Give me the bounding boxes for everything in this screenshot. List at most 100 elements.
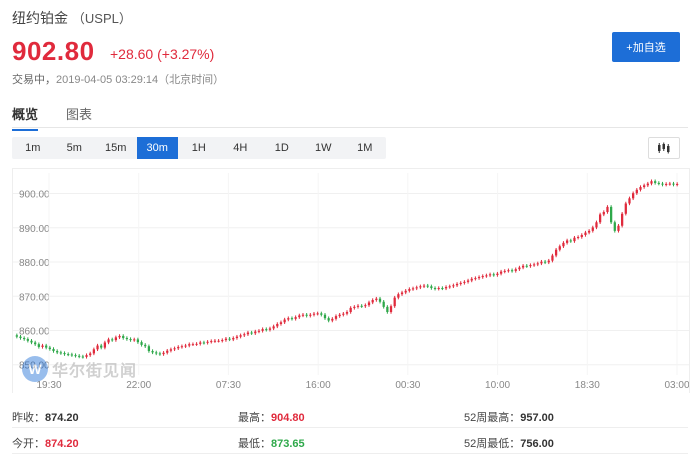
stats-row-1: 昨收：874.20 最高：904.80 52周最高：957.00 [12, 403, 688, 428]
candle-body [525, 265, 528, 267]
candle-body [360, 305, 363, 307]
candle-body [342, 313, 345, 315]
chart-type-button[interactable] [648, 137, 680, 159]
candle-body [41, 345, 44, 347]
candle-body [635, 189, 638, 194]
candle-body [510, 270, 514, 272]
candle-body [125, 338, 129, 340]
candle-body [624, 203, 627, 214]
candle-body [613, 222, 616, 231]
tab-overview[interactable]: 概览 [12, 104, 39, 131]
candle-body [580, 234, 583, 238]
period-4h[interactable]: 4H [233, 142, 248, 154]
y-tick-label: 850.00 [19, 361, 50, 372]
candle-body [100, 345, 103, 348]
candlestick-icon [658, 142, 670, 154]
candle-body [393, 297, 396, 307]
candle-body [162, 352, 165, 355]
candle-body [70, 354, 73, 356]
candle-body [206, 341, 209, 343]
candle-body [67, 354, 70, 356]
stat-value: 874.20 [45, 412, 79, 424]
candle-body [261, 329, 264, 331]
candle-body [573, 237, 576, 242]
candle-body [404, 290, 407, 293]
period-30m[interactable]: 30m [136, 137, 178, 159]
candle-body [158, 353, 162, 355]
candle-body [565, 240, 569, 243]
candle-body [232, 338, 235, 340]
candle-body [448, 286, 451, 288]
candle-body [19, 336, 22, 339]
candle-body [547, 260, 550, 263]
candle-body [133, 339, 136, 341]
stat-low: 最低：873.65 [238, 435, 305, 451]
candle-body [470, 278, 473, 281]
last-price: 902.80 [12, 36, 95, 66]
period-1w[interactable]: 1W [315, 142, 332, 154]
period-5m[interactable]: 5m [66, 142, 82, 154]
price-chart[interactable]: 900.00 890.00 880.00 870.00 860.00 850.00 19:3… [12, 168, 690, 393]
candle-body [63, 353, 66, 355]
candle-body [543, 261, 547, 263]
candle-body [283, 319, 286, 323]
candle-body [595, 222, 598, 228]
watermark: W 华尔街见闻 [22, 356, 137, 382]
tab-divider [12, 127, 688, 128]
candle-body [529, 265, 532, 267]
tab-chart[interactable]: 图表 [66, 107, 93, 122]
candle-body [338, 314, 341, 317]
candle-body [459, 282, 462, 284]
candle-body [103, 342, 107, 348]
watermark-logo: W [22, 356, 48, 382]
candle-body [672, 183, 675, 185]
period-1d[interactable]: 1D [274, 142, 289, 154]
stat-high: 最高：904.80 [238, 409, 305, 425]
candle-body [397, 294, 400, 298]
candle-body [30, 340, 33, 343]
candle-body [676, 183, 679, 185]
candle-body [400, 292, 404, 295]
candle-body [345, 312, 349, 314]
period-1m[interactable]: 1m [25, 142, 41, 154]
candle-body [147, 346, 151, 352]
x-tick-label: 00:30 [395, 380, 420, 391]
candle-body [213, 340, 217, 342]
candle-body [118, 335, 121, 338]
candle-body [327, 318, 330, 321]
candle-body [34, 342, 37, 345]
stat-label: 今开： [12, 438, 45, 450]
x-tick-label: 16:00 [306, 380, 331, 391]
candle-body [177, 346, 180, 349]
candle-body [45, 345, 48, 348]
candle-body [96, 345, 99, 350]
candle-body [496, 273, 499, 276]
candle-body [166, 350, 169, 353]
candle-body [180, 346, 184, 348]
candle-body [558, 246, 561, 250]
stat-value: 874.20 [45, 438, 79, 450]
stat-52w-high: 52周最高：957.00 [464, 409, 554, 425]
candle-body [389, 306, 393, 313]
candle-body [419, 286, 422, 288]
stat-label: 52周最低： [464, 438, 521, 450]
candle-body [367, 302, 371, 306]
candle-body [474, 278, 477, 280]
candle-body [536, 263, 539, 265]
candle-body [268, 328, 272, 330]
add-to-watchlist-button[interactable]: +加自选 [612, 32, 680, 62]
candle-body [441, 288, 444, 290]
candle-body [312, 313, 316, 315]
period-15m[interactable]: 15m [105, 142, 127, 154]
stat-open: 今开：874.20 [12, 435, 79, 451]
candle-body [257, 330, 261, 332]
candle-body [591, 227, 594, 231]
candle-body [243, 334, 246, 336]
candle-body [587, 230, 591, 233]
period-1h[interactable]: 1H [191, 142, 206, 154]
candle-body [521, 265, 525, 268]
candle-body [250, 332, 253, 334]
candle-body [452, 285, 455, 287]
candle-body [235, 336, 239, 339]
period-1mo[interactable]: 1M [357, 142, 373, 154]
